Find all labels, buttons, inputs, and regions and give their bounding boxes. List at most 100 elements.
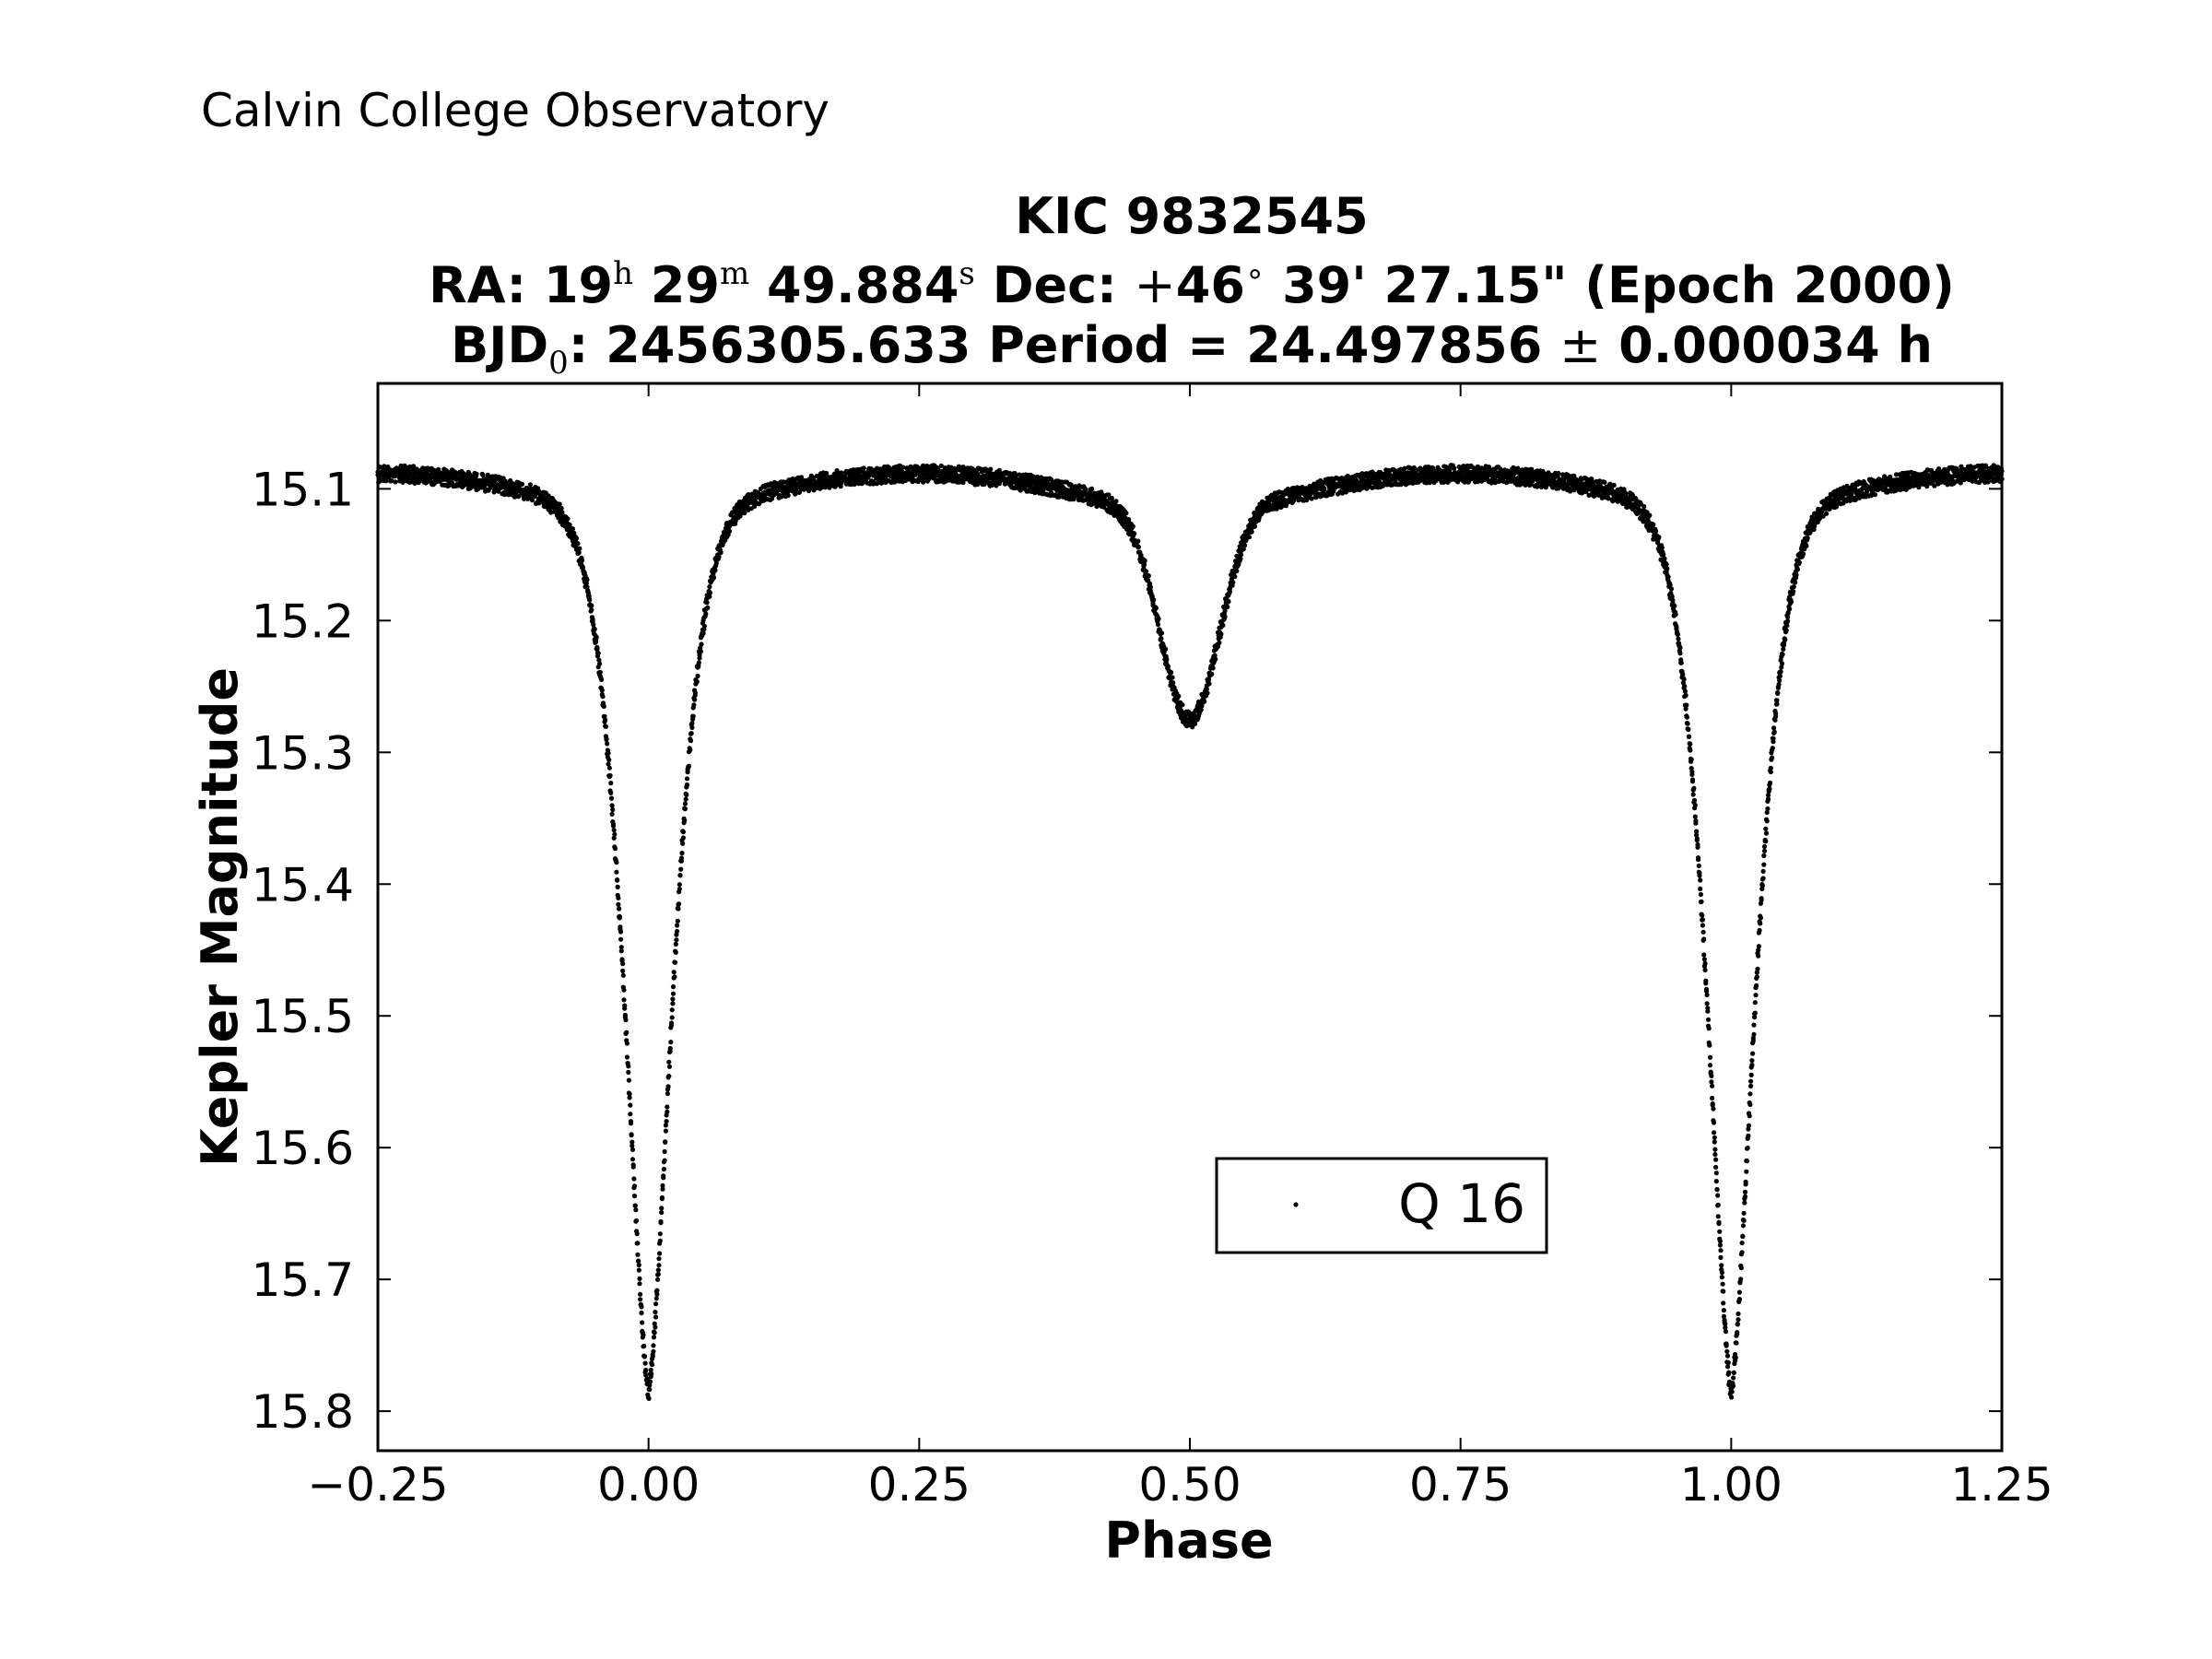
data-point [612,831,618,837]
data-point [1713,1171,1719,1176]
data-point [389,478,394,484]
data-point [1602,479,1607,485]
data-point [1756,944,1761,949]
data-point [1746,1123,1752,1128]
data-point [1761,848,1768,853]
data-point [692,697,698,702]
data-point [1712,1147,1718,1152]
data-point [1665,566,1670,571]
data-point [671,970,677,975]
data-point [1656,535,1662,540]
data-point [1721,1288,1726,1294]
data-point [606,761,611,767]
data-point [1780,652,1785,657]
data-point [615,884,620,890]
data-point [626,1064,631,1069]
data-point [713,560,719,566]
data-point [654,1291,660,1297]
data-point [1202,699,1207,704]
data-point [1740,1234,1746,1240]
data-point [1155,621,1160,628]
data-point [1712,1139,1717,1145]
data-point [621,987,627,993]
data-point [1748,1072,1754,1077]
data-point [656,1263,662,1268]
data-point [1735,1311,1741,1317]
data-point [1778,669,1783,675]
data-point [1116,510,1122,516]
data-point [699,641,704,647]
chart-title: KIC 9832545 [1015,187,1368,245]
data-point [1783,637,1788,642]
data-point [580,558,585,563]
data-point [684,776,690,782]
data-point [659,1209,665,1216]
data-point [1690,792,1696,797]
data-point [599,688,605,693]
data-point [1768,769,1773,775]
data-point [684,782,690,788]
data-point [701,623,708,629]
data-point [618,945,624,950]
data-point [1705,1008,1711,1014]
data-point [680,841,686,846]
data-point [576,550,582,556]
data-point [1770,746,1775,751]
data-point [1667,582,1673,588]
data-point [1146,577,1151,583]
data-point [670,991,677,996]
data-point [663,1128,669,1134]
data-point [414,466,419,472]
data-point [1718,1248,1724,1253]
period-error: 0.000034 h [1618,316,1933,374]
data-point [1100,504,1107,510]
data-point [1710,1101,1715,1107]
data-point [1689,777,1696,782]
data-point [651,1335,657,1340]
data-point [663,1123,669,1128]
data-point [1738,1277,1744,1282]
data-point [1242,543,1248,548]
data-point [660,1182,665,1188]
data-point [607,772,613,779]
data-point [665,1104,670,1110]
data-point [1662,556,1667,561]
data-point [1696,855,1701,861]
data-point [900,465,906,470]
data-point [688,747,693,753]
data-point [636,1258,641,1264]
data-point [1742,1194,1748,1199]
data-point [577,546,582,551]
data-point [1724,1353,1731,1359]
data-point [1013,474,1018,479]
data-point [616,895,621,900]
data-point [655,1277,661,1282]
data-point [610,806,616,813]
data-point [603,724,609,729]
data-point [1736,1297,1742,1302]
data-point [1754,982,1759,988]
data-point [628,1112,633,1117]
data-point [938,463,944,468]
data-point [661,1166,667,1172]
data-point [1661,552,1666,558]
data-point [666,1059,672,1065]
data-point [652,1330,657,1335]
data-point [657,1238,663,1243]
data-point [683,796,688,802]
data-point [594,634,599,641]
data-point [686,763,692,769]
data-point [675,923,680,928]
data-point [632,1203,638,1208]
data-point [682,806,688,812]
data-point [666,1064,673,1069]
data-point [643,1372,649,1378]
data-point [664,1119,669,1124]
data-point [1077,483,1082,488]
ra-label: RA: [429,256,544,314]
data-point [1761,843,1768,850]
data-point [1752,1015,1758,1020]
data-point [1745,1145,1750,1151]
data-point [1700,917,1705,923]
data-point [559,510,565,515]
